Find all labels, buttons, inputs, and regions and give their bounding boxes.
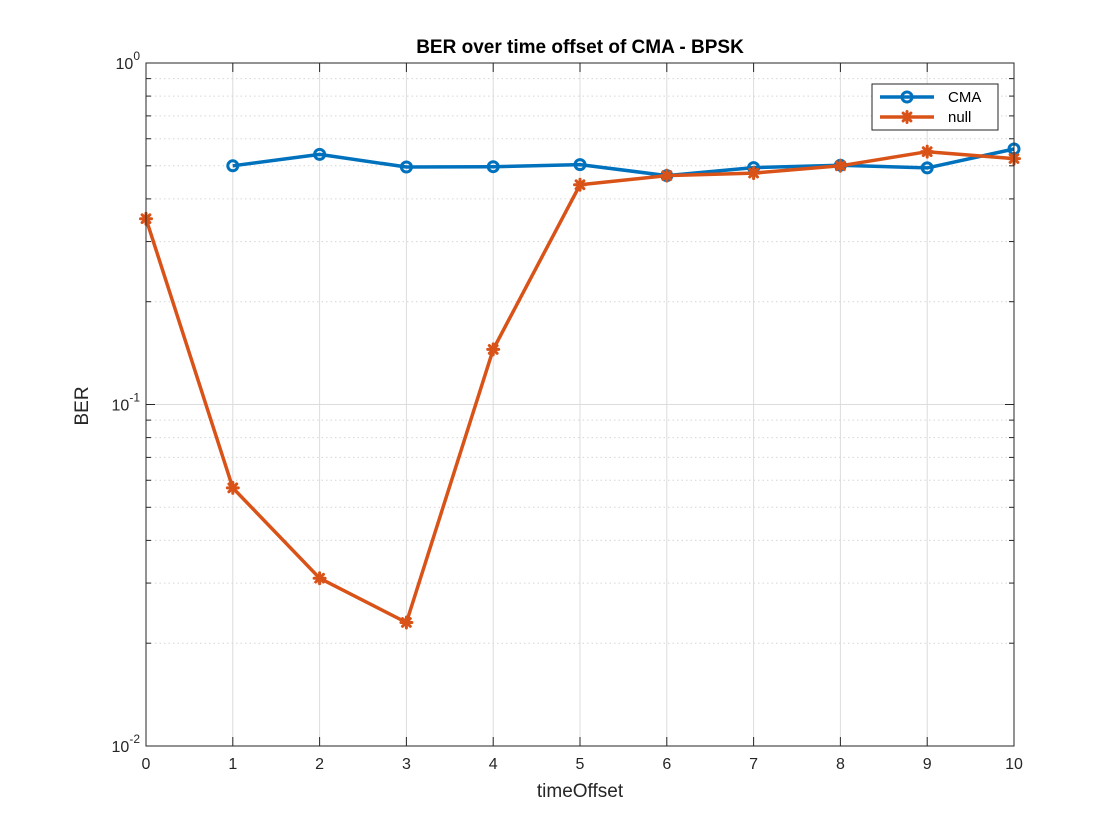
y-tick-label-exponent: -1: [129, 391, 140, 405]
x-tick-label: 10: [1005, 756, 1023, 773]
data-point: [399, 160, 413, 174]
x-tick-label: 2: [315, 756, 324, 773]
data-point: [573, 158, 587, 172]
y-tick-label-exponent: -2: [129, 732, 140, 746]
data-point: [486, 160, 500, 174]
data-point: [313, 147, 327, 161]
legend: CMA null: [871, 83, 999, 131]
data-point: [486, 342, 501, 357]
data-point: [312, 571, 327, 586]
data-point: [399, 615, 414, 630]
series-layer: [139, 142, 1021, 630]
legend-entry: null: [880, 109, 971, 126]
x-tick-label: 6: [662, 756, 671, 773]
legend-label: null: [948, 109, 971, 126]
data-point: [746, 166, 761, 181]
y-tick-label-base: 10: [112, 739, 130, 756]
y-tick-label-base: 10: [112, 398, 130, 415]
data-point: [920, 161, 934, 175]
chart-title: BER over time offset of CMA - BPSK: [416, 37, 744, 58]
y-axis-label: BER: [72, 386, 93, 425]
data-point: [226, 159, 240, 173]
data-point: [225, 480, 240, 495]
legend-box: [871, 83, 999, 131]
x-tick-label: 9: [923, 756, 932, 773]
data-point: [659, 168, 674, 183]
y-tick-label: 10-2: [112, 732, 141, 756]
x-tick-label: 1: [228, 756, 237, 773]
data-point: [900, 110, 914, 124]
tick-marks: [145, 62, 1015, 747]
x-tick-label: 5: [576, 756, 585, 773]
y-tick-label-exponent: 0: [133, 49, 140, 63]
plot-area: [139, 62, 1021, 747]
series-line: [232, 147, 1015, 178]
data-point: [833, 158, 848, 173]
x-tick-labels: 0 1 2 3 4 5 6 7 8 9 10: [142, 756, 1023, 773]
y-tick-label-base: 10: [116, 56, 134, 73]
data-point: [920, 144, 935, 159]
x-tick-label: 8: [836, 756, 845, 773]
legend-label: CMA: [948, 89, 981, 106]
x-tick-label: 7: [749, 756, 758, 773]
x-tick-label: 3: [402, 756, 411, 773]
y-tick-label: 100: [116, 49, 141, 73]
x-tick-label: 0: [142, 756, 151, 773]
x-tick-label: 4: [489, 756, 498, 773]
data-point: [900, 90, 914, 104]
y-tick-label: 10-1: [112, 391, 141, 415]
data-point: [573, 177, 587, 192]
legend-entry: CMA: [880, 89, 981, 106]
x-axis-label: timeOffset: [537, 781, 624, 802]
